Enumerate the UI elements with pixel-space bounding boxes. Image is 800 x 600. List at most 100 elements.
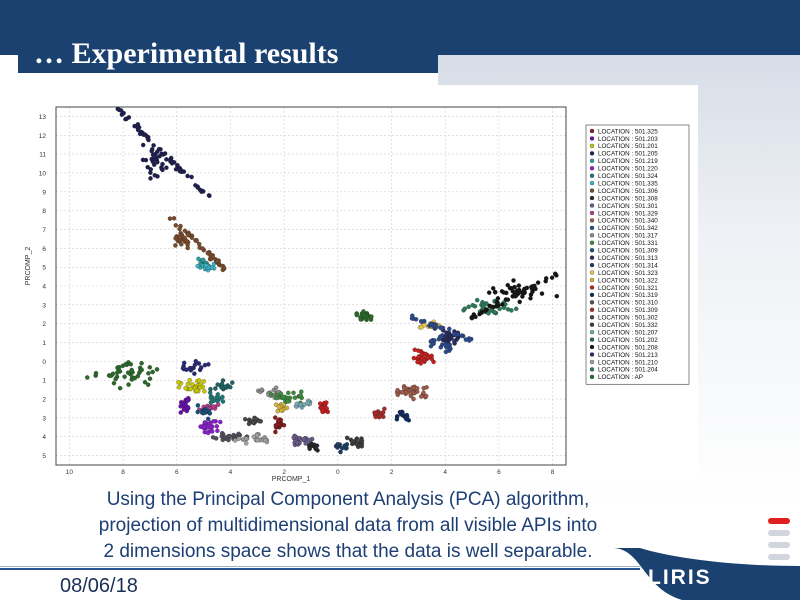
data-point bbox=[373, 411, 379, 416]
legend-marker bbox=[589, 240, 595, 245]
data-point bbox=[185, 381, 191, 387]
y-tick-label: 4 bbox=[42, 284, 46, 291]
legend-label: LOCATION : 501.317 bbox=[598, 233, 658, 240]
data-point bbox=[400, 410, 405, 415]
data-point bbox=[472, 304, 478, 309]
data-point bbox=[431, 359, 436, 365]
data-point bbox=[422, 357, 428, 363]
y-tick-label: 1 bbox=[42, 340, 46, 347]
data-point bbox=[139, 360, 144, 366]
data-point bbox=[150, 369, 155, 375]
legend-marker bbox=[589, 292, 595, 298]
legend-marker bbox=[589, 151, 595, 156]
data-point bbox=[185, 245, 190, 251]
data-point bbox=[301, 437, 307, 442]
data-point bbox=[197, 385, 203, 390]
legend-marker bbox=[589, 337, 595, 342]
data-point bbox=[404, 416, 409, 422]
data-point bbox=[513, 306, 519, 312]
data-point bbox=[451, 331, 457, 337]
data-point bbox=[295, 440, 300, 446]
data-point bbox=[214, 424, 220, 429]
legend-label: LOCATION : 501.325 bbox=[598, 128, 658, 135]
data-point bbox=[182, 228, 188, 234]
data-point bbox=[474, 297, 480, 303]
y-tick-label: 2 bbox=[42, 397, 46, 404]
data-point bbox=[473, 314, 478, 320]
data-point bbox=[145, 164, 150, 170]
legend-label: LOCATION : 501.329 bbox=[598, 210, 658, 217]
legend-label: LOCATION : 501.340 bbox=[598, 218, 658, 225]
data-point bbox=[173, 223, 179, 228]
legend-label: LOCATION : 501.323 bbox=[598, 270, 658, 277]
x-tick-label: 4 bbox=[229, 469, 233, 476]
data-point bbox=[317, 401, 323, 406]
y-tick-label: 8 bbox=[42, 208, 46, 215]
data-point bbox=[211, 419, 216, 424]
legend-marker bbox=[589, 315, 595, 320]
liris-logo bbox=[612, 548, 800, 600]
legend-marker bbox=[589, 352, 595, 357]
data-point bbox=[210, 254, 215, 259]
legend-label: LOCATION : 501.342 bbox=[598, 225, 658, 232]
y-tick-label: 11 bbox=[39, 152, 46, 159]
data-point bbox=[479, 310, 484, 315]
x-axis-label: PRCOMP_1 bbox=[272, 476, 311, 483]
legend-label: LOCATION : 501.321 bbox=[598, 285, 658, 292]
x-tick-label: 8 bbox=[551, 469, 555, 476]
data-point bbox=[185, 173, 190, 179]
plot-frame bbox=[55, 106, 567, 466]
data-point bbox=[178, 404, 183, 409]
data-point bbox=[176, 385, 182, 390]
data-point bbox=[492, 289, 498, 295]
data-point bbox=[380, 410, 386, 415]
legend-label: LOCATION : 501.310 bbox=[598, 300, 658, 307]
data-point bbox=[298, 402, 303, 407]
legend-marker bbox=[589, 322, 595, 327]
data-point bbox=[145, 382, 151, 387]
data-point bbox=[469, 315, 474, 320]
data-point bbox=[205, 416, 211, 422]
legend-marker bbox=[589, 128, 595, 134]
legend-marker bbox=[589, 344, 595, 350]
data-point bbox=[193, 358, 199, 364]
data-point bbox=[452, 341, 457, 346]
nav-pill-active bbox=[768, 518, 790, 524]
data-point bbox=[377, 413, 382, 419]
data-point bbox=[93, 370, 99, 376]
data-point bbox=[459, 333, 465, 338]
data-point bbox=[164, 157, 169, 162]
data-point bbox=[230, 380, 235, 385]
legend-marker bbox=[589, 233, 595, 238]
data-point bbox=[126, 382, 131, 387]
caption-line: 2 dimensions space shows that the data i… bbox=[103, 541, 593, 562]
data-point bbox=[554, 293, 560, 299]
data-point bbox=[358, 317, 363, 322]
data-point bbox=[299, 389, 304, 394]
data-point bbox=[215, 428, 220, 434]
legend-marker bbox=[589, 173, 595, 178]
data-point bbox=[189, 174, 194, 180]
legend-marker bbox=[589, 262, 595, 268]
legend-marker bbox=[589, 218, 595, 223]
data-point bbox=[274, 395, 279, 401]
legend-marker bbox=[589, 255, 595, 260]
legend-label: LOCATION : 501.335 bbox=[598, 180, 658, 187]
legend-marker bbox=[589, 210, 595, 216]
data-point bbox=[211, 404, 216, 409]
data-point bbox=[232, 438, 238, 443]
data-point bbox=[354, 312, 359, 318]
legend-label: LOCATION : 501.202 bbox=[598, 337, 658, 344]
data-point bbox=[183, 385, 188, 391]
y-tick-label: 4 bbox=[42, 434, 46, 441]
data-point bbox=[315, 448, 320, 453]
data-point bbox=[467, 338, 472, 343]
data-point bbox=[481, 303, 486, 308]
data-point bbox=[418, 394, 424, 399]
data-point bbox=[167, 216, 173, 221]
data-point bbox=[520, 294, 525, 299]
data-point bbox=[409, 316, 415, 321]
data-point bbox=[187, 377, 192, 383]
y-tick-label: 3 bbox=[42, 302, 46, 309]
